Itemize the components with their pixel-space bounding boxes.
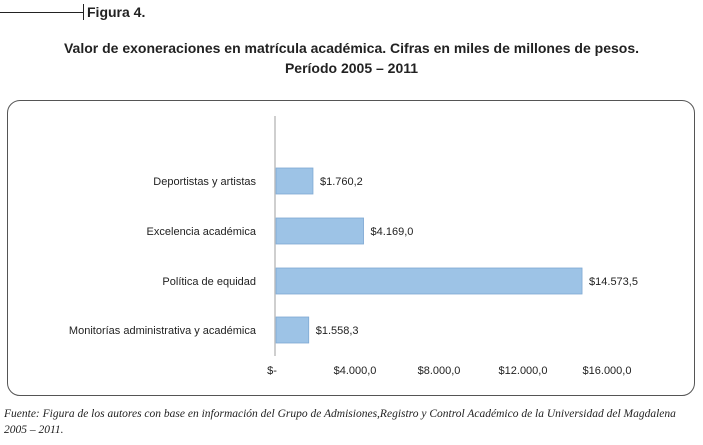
x-tick-label-0: $-: [267, 365, 277, 377]
bar-0: [275, 167, 314, 195]
category-label-0: Deportistas y artistas: [153, 176, 256, 188]
figure-rule-tick: [83, 4, 84, 20]
source-note: Fuente: Figura de los autores con base e…: [4, 408, 676, 436]
chart-title: Valor de exoneraciones en matrícula acad…: [0, 38, 703, 78]
value-label-0: $1.760,2: [320, 176, 363, 188]
value-label-1: $4.169,0: [371, 226, 414, 238]
bar-1: [275, 217, 364, 245]
category-label-2: Política de equidad: [162, 276, 256, 288]
bar-chart: Deportistas y artistas $1.760,2 Excelencia…: [69, 116, 638, 377]
bar-3: [275, 316, 310, 344]
figure-number: Figura 4.: [87, 4, 146, 20]
bar-2: [275, 267, 583, 295]
x-tick-label-3: $12.000,0: [499, 365, 548, 377]
category-label-3: Monitorías administrativa y académica: [69, 325, 257, 337]
x-tick-label-2: $8.000,0: [418, 365, 461, 377]
chart-title-line-1: Valor de exoneraciones en matrícula acad…: [63, 40, 640, 56]
x-tick-label-4: $16.000,0: [583, 365, 632, 377]
chart-title-line-2: Período 2005 – 2011: [284, 60, 419, 76]
value-label-3: $1.558,3: [316, 325, 359, 337]
chart-frame: [7, 100, 695, 396]
x-tick-label-1: $4.000,0: [334, 365, 377, 377]
category-label-1: Excelencia académica: [147, 226, 257, 238]
value-label-2: $14.573,5: [589, 276, 638, 288]
figure-rule: [0, 11, 83, 13]
figure-label: Figura 4.: [0, 3, 145, 21]
